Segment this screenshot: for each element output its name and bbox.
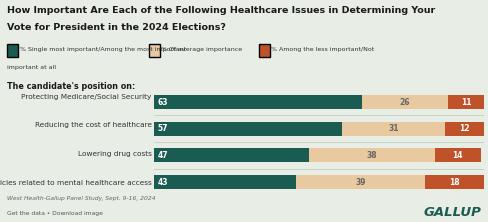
Bar xyxy=(154,122,342,136)
Bar xyxy=(154,95,361,109)
Bar xyxy=(154,149,308,162)
Text: 38: 38 xyxy=(366,151,376,160)
Text: 26: 26 xyxy=(399,98,409,107)
Bar xyxy=(447,95,483,109)
Bar xyxy=(342,122,444,136)
Bar xyxy=(154,175,295,189)
Text: 47: 47 xyxy=(157,151,167,160)
Text: 63: 63 xyxy=(157,98,167,107)
Bar xyxy=(424,175,483,189)
Text: 11: 11 xyxy=(460,98,470,107)
Text: The candidate's position on:: The candidate's position on: xyxy=(7,82,135,91)
Text: Vote for President in the 2024 Elections?: Vote for President in the 2024 Elections… xyxy=(7,23,226,32)
Text: 57: 57 xyxy=(157,124,167,133)
Bar xyxy=(295,175,424,189)
Text: Protecting Medicare/Social Security: Protecting Medicare/Social Security xyxy=(21,93,151,100)
Text: important at all: important at all xyxy=(7,65,56,70)
Text: Policies related to mental healthcare access: Policies related to mental healthcare ac… xyxy=(0,180,151,186)
Bar xyxy=(444,122,483,136)
Text: 31: 31 xyxy=(387,124,398,133)
Text: % Single most important/Among the most important: % Single most important/Among the most i… xyxy=(20,48,185,52)
Bar xyxy=(308,149,434,162)
Text: How Important Are Each of the Following Healthcare Issues in Determining Your: How Important Are Each of the Following … xyxy=(7,6,435,15)
Text: 14: 14 xyxy=(451,151,462,160)
Text: GALLUP: GALLUP xyxy=(423,206,481,219)
Text: % Among the less important/Not: % Among the less important/Not xyxy=(271,48,374,52)
Text: Lowering drug costs: Lowering drug costs xyxy=(78,151,151,157)
Text: 39: 39 xyxy=(354,178,365,186)
Text: Reducing the cost of healthcare: Reducing the cost of healthcare xyxy=(35,122,151,129)
Text: 12: 12 xyxy=(458,124,468,133)
Text: Get the data • Download image: Get the data • Download image xyxy=(7,211,103,216)
Text: 43: 43 xyxy=(157,178,167,186)
Text: % Of average importance: % Of average importance xyxy=(161,48,242,52)
Text: West Health-Gallup Panel Study, Sept. 9-16, 2024: West Health-Gallup Panel Study, Sept. 9-… xyxy=(7,196,156,201)
Bar xyxy=(361,95,447,109)
Text: 18: 18 xyxy=(448,178,459,186)
Bar xyxy=(434,149,480,162)
